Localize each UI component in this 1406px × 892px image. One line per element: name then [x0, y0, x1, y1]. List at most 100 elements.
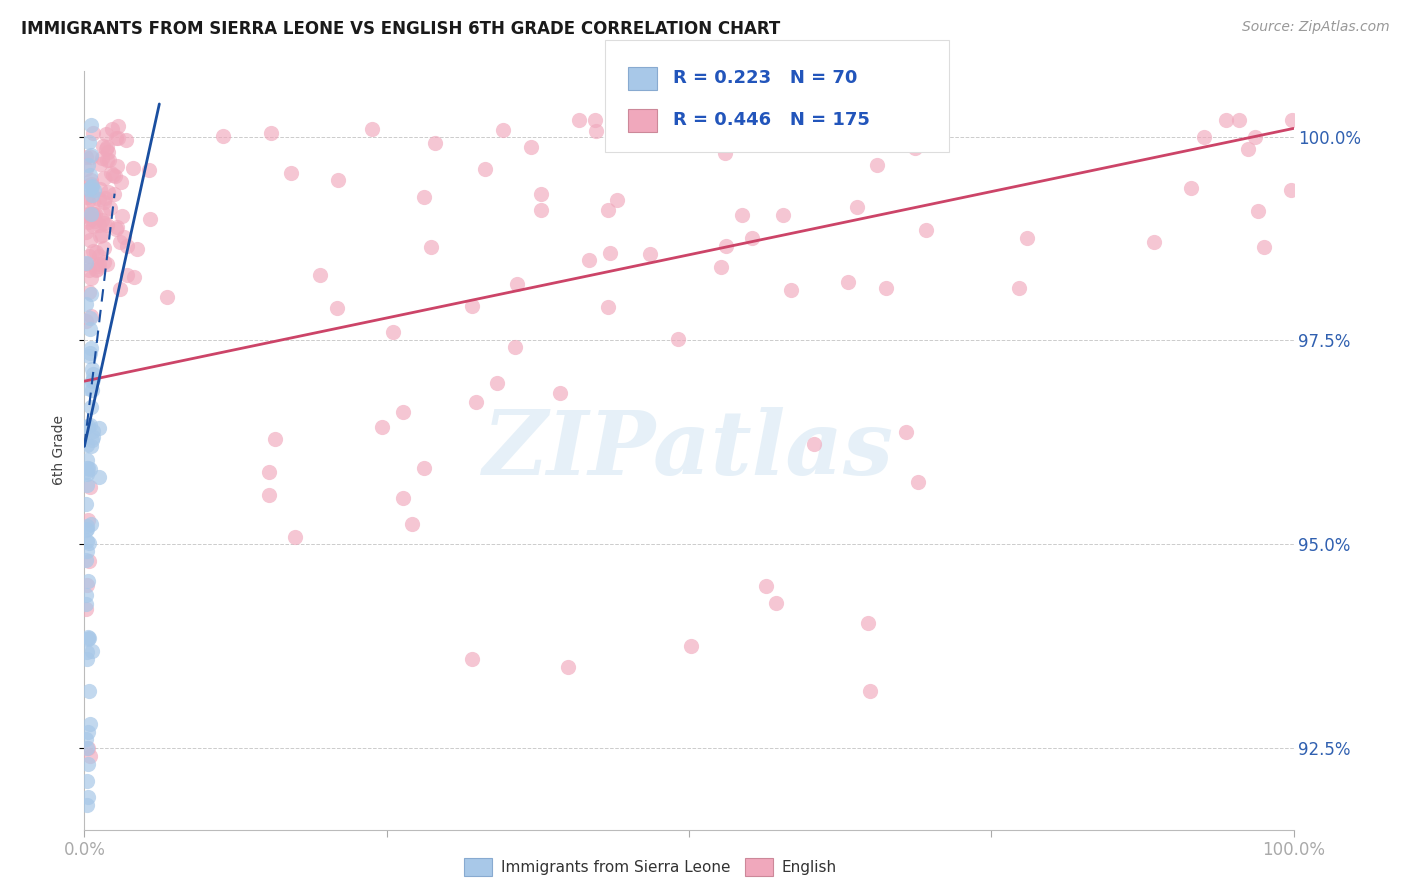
Point — [75, 731, 97, 746]
Point — [103, 168, 125, 182]
Point — [75, 602, 97, 616]
Point — [93, 216, 115, 230]
Point — [93, 254, 115, 268]
Point — [1253, 239, 1275, 253]
Point — [519, 139, 541, 153]
Point — [1243, 129, 1265, 144]
Text: R = 0.446   N = 175: R = 0.446 N = 175 — [673, 112, 870, 129]
Point — [506, 277, 529, 291]
Point — [75, 597, 97, 611]
Point — [90, 152, 112, 166]
Point — [1236, 142, 1258, 156]
Point — [530, 202, 553, 217]
Point — [76, 645, 98, 659]
Point — [772, 208, 794, 222]
Point — [585, 124, 607, 138]
Point — [211, 129, 233, 144]
Point — [111, 209, 134, 223]
Point — [76, 381, 98, 395]
Point — [361, 122, 384, 136]
Point — [77, 249, 100, 263]
Point — [713, 145, 735, 160]
Point — [79, 418, 101, 433]
Point — [76, 438, 98, 452]
Point — [423, 136, 446, 150]
Point — [371, 420, 394, 434]
Point — [80, 178, 103, 192]
Point — [765, 596, 787, 610]
Point — [80, 118, 103, 132]
Point — [79, 346, 101, 360]
Point — [76, 544, 98, 558]
Point — [77, 262, 100, 277]
Point — [596, 202, 619, 217]
Point — [82, 430, 104, 444]
Point — [105, 220, 128, 235]
Point — [77, 135, 100, 149]
Point — [80, 286, 103, 301]
Point — [86, 261, 108, 276]
Point — [75, 552, 97, 566]
Point — [105, 222, 128, 236]
Point — [76, 519, 98, 533]
Point — [326, 173, 349, 187]
Point — [392, 405, 415, 419]
Point — [283, 530, 305, 544]
Point — [679, 639, 702, 653]
Point — [1215, 113, 1237, 128]
Point — [75, 161, 97, 176]
Point — [392, 491, 415, 505]
Point — [125, 242, 148, 256]
Point — [87, 420, 110, 434]
Point — [93, 171, 115, 186]
Point — [96, 256, 118, 270]
Point — [110, 282, 132, 296]
Point — [139, 211, 162, 226]
Point — [87, 192, 110, 206]
Point — [846, 200, 869, 214]
Text: R = 0.223   N = 70: R = 0.223 N = 70 — [673, 70, 858, 87]
Text: ZIPatlas: ZIPatlas — [484, 408, 894, 493]
Point — [75, 296, 97, 310]
Point — [105, 131, 128, 145]
Point — [89, 257, 111, 271]
Point — [80, 341, 103, 355]
Point — [583, 113, 606, 128]
Point — [77, 725, 100, 739]
Point — [84, 206, 107, 220]
Point — [1227, 113, 1250, 128]
Point — [77, 207, 100, 221]
Point — [596, 300, 619, 314]
Point — [79, 400, 101, 414]
Point — [121, 161, 143, 175]
Point — [638, 247, 661, 261]
Point — [464, 395, 486, 409]
Point — [280, 166, 302, 180]
Point — [76, 467, 98, 481]
Point — [80, 207, 103, 221]
Point — [381, 325, 404, 339]
Point — [866, 157, 889, 171]
Point — [76, 533, 98, 548]
Point — [77, 285, 100, 300]
Point — [82, 126, 104, 140]
Point — [309, 268, 332, 282]
Point — [75, 497, 97, 511]
Point — [75, 208, 97, 222]
Point — [77, 553, 100, 567]
Point — [79, 631, 101, 645]
Point — [688, 113, 710, 128]
Point — [138, 162, 160, 177]
Point — [1192, 129, 1215, 144]
Point — [89, 157, 111, 171]
Point — [568, 113, 591, 128]
Point — [100, 165, 122, 179]
Point — [115, 268, 138, 283]
Point — [80, 438, 103, 452]
Text: Immigrants from Sierra Leone: Immigrants from Sierra Leone — [501, 860, 730, 874]
Point — [326, 301, 349, 315]
Point — [79, 168, 101, 182]
Point — [79, 233, 101, 247]
Point — [96, 153, 118, 168]
Point — [76, 741, 98, 756]
